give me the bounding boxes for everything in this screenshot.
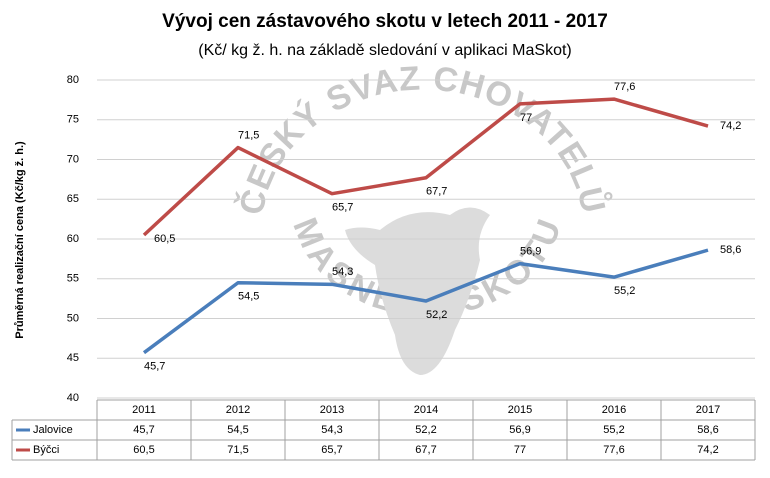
- data-label: 77: [520, 112, 532, 124]
- data-label: 52,2: [426, 309, 447, 321]
- table-cell: 77: [514, 444, 526, 456]
- y-tick-label: 80: [67, 74, 79, 86]
- data-label: 65,7: [332, 202, 353, 214]
- y-tick-label: 55: [67, 273, 79, 285]
- data-label: 60,5: [154, 233, 175, 245]
- y-tick-label: 70: [67, 153, 79, 165]
- watermark-line: ČESKÝ SVAZ CHOVATELŮ: [231, 59, 613, 218]
- y-tick-label: 60: [67, 233, 79, 245]
- y-tick-label: 40: [67, 392, 79, 404]
- watermark: ČESKÝ SVAZ CHOVATELŮ MASNÉHO SKOTU: [231, 59, 615, 375]
- data-label: 74,2: [720, 120, 741, 132]
- series-line: [142, 248, 709, 355]
- chart-subtitle: (Kč/ kg ž. h. na základě sledování v apl…: [198, 42, 572, 59]
- table-cell: 55,2: [603, 424, 624, 436]
- chart-title: Vývoj cen zástavového skotu v letech 201…: [162, 11, 608, 32]
- table-cell: 52,2: [415, 424, 436, 436]
- watermark-logo: [345, 207, 490, 375]
- data-label: 54,5: [238, 291, 259, 303]
- x-tick-label: 2017: [696, 404, 720, 416]
- table-cell: 45,7: [133, 424, 154, 436]
- x-tick-label: 2015: [508, 404, 532, 416]
- x-tick-label: 2011: [132, 404, 156, 416]
- watermark-text: ČESKÝ SVAZ CHOVATELŮ: [231, 59, 615, 218]
- table-cell: 77,6: [603, 444, 624, 456]
- table-cell: 71,5: [227, 444, 248, 456]
- data-label: 67,7: [426, 186, 447, 198]
- table-cell: 67,7: [415, 444, 436, 456]
- data-label: 71,5: [238, 129, 259, 141]
- y-tick-label: 75: [67, 114, 79, 126]
- legend-label: Jalovice: [33, 424, 73, 436]
- data-label: 56,9: [520, 246, 541, 258]
- table-cell: 60,5: [133, 444, 154, 456]
- x-tick-label: 2014: [414, 404, 438, 416]
- y-tick-label: 45: [67, 352, 79, 364]
- data-label: 54,3: [332, 266, 353, 278]
- data-label: 58,6: [720, 244, 741, 256]
- table-cell: 58,6: [697, 424, 718, 436]
- y-axis-label: Průměrná realizační cena (Kč/kg ž. h.): [14, 141, 26, 339]
- data-label: 77,6: [614, 81, 635, 93]
- legend-label: Býčci: [33, 444, 59, 456]
- series-line: [142, 97, 709, 237]
- y-tick-label: 50: [67, 312, 79, 324]
- x-tick-label: 2016: [602, 404, 626, 416]
- table-cell: 54,5: [227, 424, 248, 436]
- data-label: 45,7: [144, 361, 165, 373]
- table-cell: 74,2: [697, 444, 718, 456]
- table-cell: 65,7: [321, 444, 342, 456]
- table-cell: 56,9: [509, 424, 530, 436]
- x-tick-label: 2013: [320, 404, 344, 416]
- x-tick-label: 2012: [226, 404, 250, 416]
- data-label: 55,2: [614, 285, 635, 297]
- table-cell: 54,3: [321, 424, 342, 436]
- y-tick-label: 65: [67, 193, 79, 205]
